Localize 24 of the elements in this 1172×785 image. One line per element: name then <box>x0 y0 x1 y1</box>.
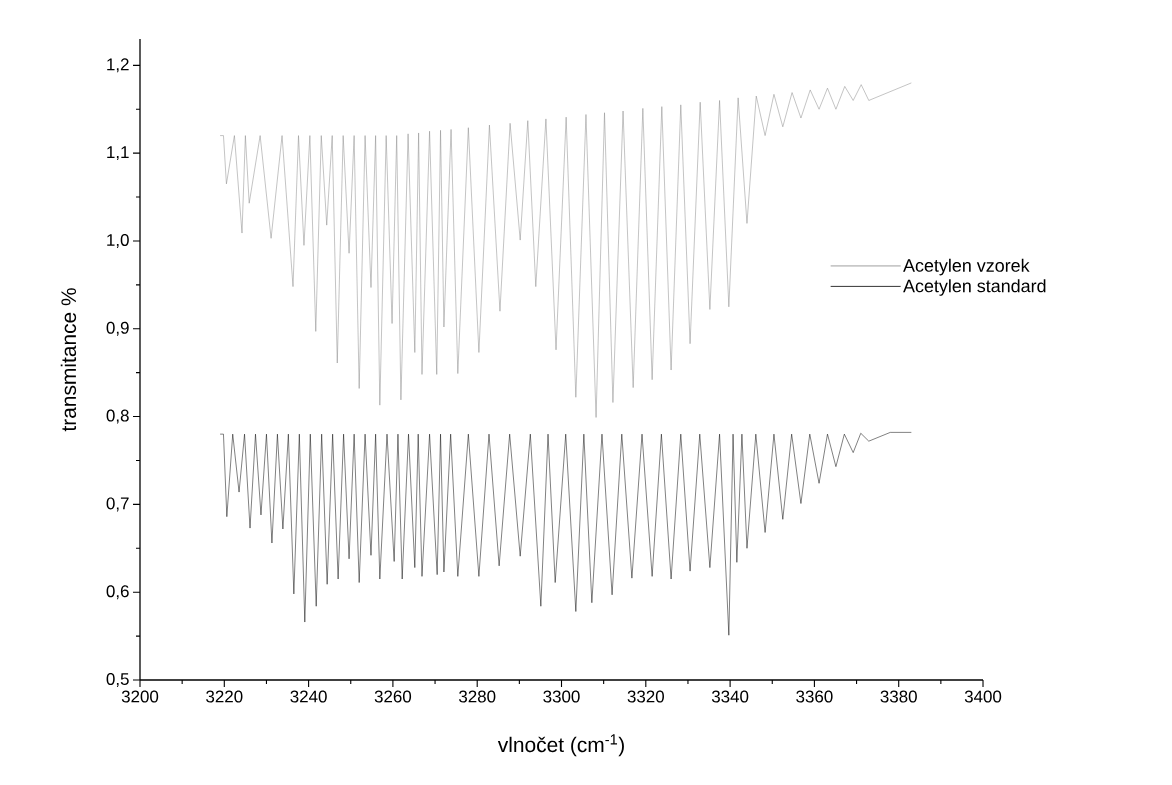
line-series <box>219 432 912 636</box>
y-tick-label: 0,7 <box>106 497 129 512</box>
x-tick-label: 3340 <box>711 690 749 703</box>
y-tick-label: 1,2 <box>107 58 129 73</box>
y-tick-label: 0,9 <box>106 321 129 336</box>
x-tick-label: 3280 <box>459 690 496 703</box>
y-tick-label: 0,5 <box>106 673 129 687</box>
legend-label: Acetylen standard <box>903 279 1046 296</box>
y-tick-label: 0,8 <box>106 409 129 424</box>
x-tick-label: 3320 <box>627 690 664 703</box>
legend-label: Acetylen vzorek <box>903 258 1030 276</box>
y-axis-title: transmitance % <box>60 288 77 432</box>
y-tick-label: 1,1 <box>107 146 129 161</box>
y-tick-label: 0,6 <box>106 585 129 600</box>
x-axis-title: vlnočet (cm$^{-1}$) <box>497 734 624 757</box>
x-tick-label: 3400 <box>964 690 1002 703</box>
x-tick-label: 3200 <box>121 690 159 703</box>
y-tick-label: 1,0 <box>107 233 129 248</box>
x-tick-label: 3380 <box>880 690 917 703</box>
x-tick-label: 3300 <box>543 690 580 703</box>
x-tick-label: 3220 <box>206 690 243 703</box>
x-tick-label: 3260 <box>374 690 412 703</box>
x-tick-label: 3360 <box>796 690 833 703</box>
x-tick-label: 3240 <box>290 690 327 703</box>
